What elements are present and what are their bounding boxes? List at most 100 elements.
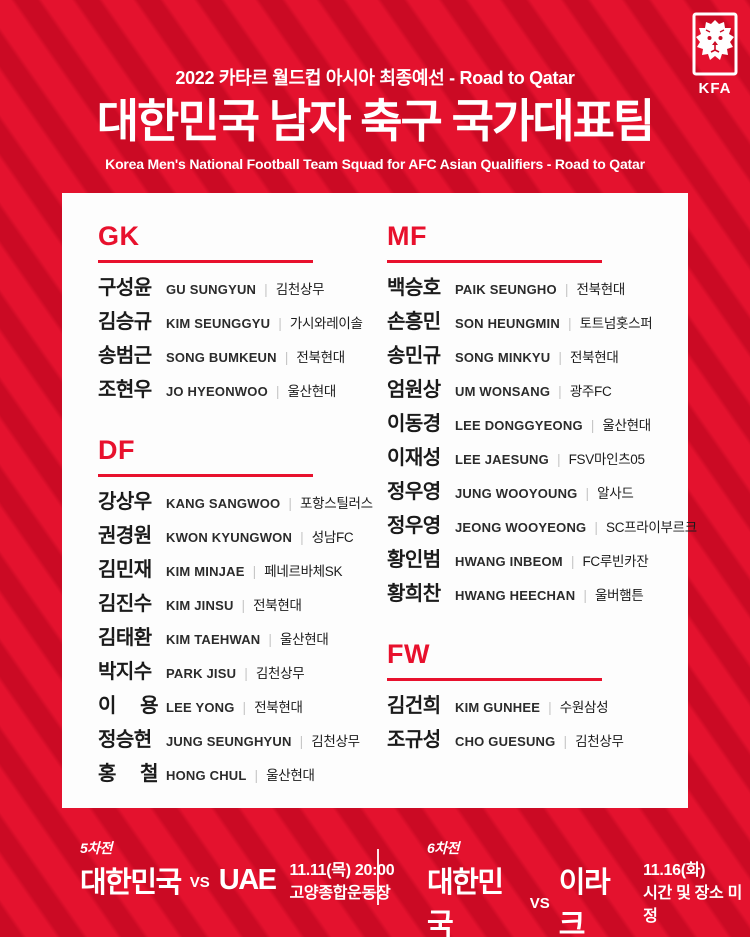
- player-row: 엄원상 UM WONSANG | 광주FC: [387, 377, 677, 405]
- player-row: 황인범 HWANG INBEOM | FC루빈카잔: [387, 547, 677, 575]
- player-name-roman: JO HYEONWOO: [166, 384, 268, 399]
- player-name-roman: SON HEUNGMIN: [455, 316, 560, 331]
- player-name-roman: CHO GUESUNG: [455, 734, 556, 749]
- player-row: 박지수 PARK JISU | 김천상무: [98, 659, 382, 687]
- separator-bar: |: [300, 529, 304, 545]
- separator-bar: |: [585, 485, 590, 501]
- player-name-korean: 손흥민: [387, 311, 441, 333]
- separator-bar: |: [558, 383, 562, 399]
- player-club: 김천상무: [575, 734, 624, 749]
- player-name-roman: GU SUNGYUN: [166, 282, 257, 297]
- player-name-korean: 이 용: [98, 695, 159, 717]
- player-row: 김승규 KIM SEUNGGYU | 가시와레이솔: [98, 309, 382, 337]
- player-club: 울산현대: [287, 384, 337, 399]
- section-title-gk: GK: [98, 221, 313, 263]
- player-name-korean: 조현우: [98, 379, 152, 401]
- player-club: 전북현대: [570, 350, 619, 365]
- player-club: 전북현대: [254, 700, 303, 715]
- player-club: 울산현대: [280, 632, 329, 647]
- page-subtitle: Korea Men's National Football Team Squad…: [105, 156, 645, 172]
- separator-bar: |: [558, 349, 563, 365]
- separator-bar: |: [242, 699, 247, 715]
- separator-bar: |: [264, 281, 268, 297]
- player-club: 울산현대: [602, 418, 651, 433]
- player-row: 이재성 LEE JAESUNG | FSV마인츠05: [387, 445, 677, 473]
- player-row: 구성윤 GU SUNGYUN | 김천상무: [98, 275, 382, 303]
- section-fw: FW 김건희 KIM GUNHEE | 수원삼성 조규성 CHO GUESUNG | 김천상무: [387, 639, 677, 755]
- kfa-tiger-emblem-icon: [692, 12, 738, 76]
- player-row: 홍 철 HONG CHUL | 울산현대: [98, 761, 382, 789]
- footer-divider: [377, 849, 379, 905]
- vs-label: VS: [189, 874, 210, 891]
- separator-bar: |: [268, 631, 273, 647]
- match-detail-line: 시간 및 장소 미정: [643, 885, 743, 925]
- player-name-korean: 황희찬: [387, 583, 441, 605]
- separator-bar: |: [548, 699, 552, 715]
- player-row: 송민규 SONG MINKYU | 전북현대: [387, 343, 677, 371]
- team-away: 이라크: [558, 867, 611, 937]
- player-club: 토트넘홋스퍼: [579, 316, 653, 331]
- player-name-roman: KIM TAEHWAN: [166, 632, 261, 647]
- player-club: 알사드: [597, 486, 634, 501]
- player-name-roman: UM WONSANG: [455, 384, 551, 399]
- match-detail-line: 11.11(목) 20:00: [289, 862, 395, 879]
- separator-bar: |: [590, 417, 595, 433]
- player-name-roman: KIM JINSU: [166, 598, 234, 613]
- player-name-korean: 송범근: [98, 345, 152, 367]
- player-row: 백승호 PAIK SEUNGHO | 전북현대: [387, 275, 677, 303]
- player-row: 강상우 KANG SANGWOO | 포항스틸러스: [98, 489, 382, 517]
- player-name-roman: KWON KYUNGWON: [166, 530, 293, 545]
- match-details: 11.11(목) 20:00 고양종합운동장: [289, 838, 394, 905]
- separator-bar: |: [244, 665, 248, 681]
- player-name-roman: KIM MINJAE: [166, 564, 245, 579]
- section-df: DF 강상우 KANG SANGWOO | 포항스틸러스 권경원 KWON KYUNGWON…: [98, 435, 382, 789]
- player-name-roman: KANG SANGWOO: [166, 496, 281, 511]
- separator-bar: |: [241, 597, 246, 613]
- match-info-1: 5차전 대한민국 VS UAE 11.11(목) 20:00 고양종합운동장: [80, 838, 395, 905]
- player-club: FC루빈카잔: [582, 554, 649, 569]
- player-name-roman: PARK JISU: [166, 666, 237, 681]
- player-name-roman: SONG MINKYU: [455, 350, 551, 365]
- player-row: 정승현 JUNG SEUNGHYUN | 김천상무: [98, 727, 382, 755]
- player-club: 울버햄튼: [594, 588, 644, 603]
- player-row: 김태환 KIM TAEHWAN | 울산현대: [98, 625, 382, 653]
- player-row: 권경원 KWON KYUNGWON | 성남FC: [98, 523, 382, 551]
- player-club: 가시와레이솔: [289, 316, 363, 331]
- section-title-fw: FW: [387, 639, 602, 681]
- player-name-korean: 백승호: [387, 277, 441, 299]
- player-name-korean: 정우영: [387, 515, 441, 537]
- player-name-korean: 권경원: [98, 525, 152, 547]
- section-title-df: DF: [98, 435, 313, 477]
- player-name-korean: 황인범: [387, 549, 441, 571]
- player-name-roman: HWANG HEECHAN: [455, 588, 576, 603]
- player-name-korean: 조규성: [387, 729, 441, 751]
- section-title-mf: MF: [387, 221, 602, 263]
- section-gk: GK 구성윤 GU SUNGYUN | 김천상무 김승규 KIM SEUNGGYU | 가시와레…: [98, 221, 382, 405]
- player-name-korean: 구성윤: [98, 277, 152, 299]
- separator-bar: |: [288, 495, 292, 511]
- separator-bar: |: [564, 281, 569, 297]
- player-name-korean: 홍 철: [98, 763, 159, 785]
- player-club: 전북현대: [296, 350, 345, 365]
- player-name-korean: 송민규: [387, 345, 441, 367]
- match-info-2: 6차전 대한민국 VS 이라크 11.16(화) 시간 및 장소 미정: [427, 838, 750, 937]
- player-name-roman: LEE JAESUNG: [455, 452, 549, 467]
- squad-column-left: GK 구성윤 GU SUNGYUN | 김천상무 김승규 KIM SEUNGGYU | 가시와레…: [98, 221, 382, 795]
- player-row: 김진수 KIM JINSU | 전북현대: [98, 591, 382, 619]
- match-main: 6차전 대한민국 VS 이라크: [427, 838, 629, 937]
- player-name-korean: 이동경: [387, 413, 441, 435]
- player-row: 정우영 JEONG WOOYEONG | SC프라이부르크: [387, 513, 697, 541]
- team-home: 대한민국: [427, 867, 504, 937]
- player-row: 황희찬 HWANG HEECHAN | 울버햄튼: [387, 581, 677, 609]
- player-name-korean: 김민재: [98, 559, 152, 581]
- separator-bar: |: [284, 349, 289, 365]
- player-name-roman: JUNG SEUNGHYUN: [166, 734, 292, 749]
- player-row: 손흥민 SON HEUNGMIN | 토트넘홋스퍼: [387, 309, 677, 337]
- player-club: FSV마인츠05: [568, 452, 645, 467]
- player-row: 조규성 CHO GUESUNG | 김천상무: [387, 727, 677, 755]
- kfa-logo: KFA: [692, 12, 738, 97]
- player-name-korean: 박지수: [98, 661, 152, 683]
- player-club: 페네르바체SK: [264, 564, 343, 579]
